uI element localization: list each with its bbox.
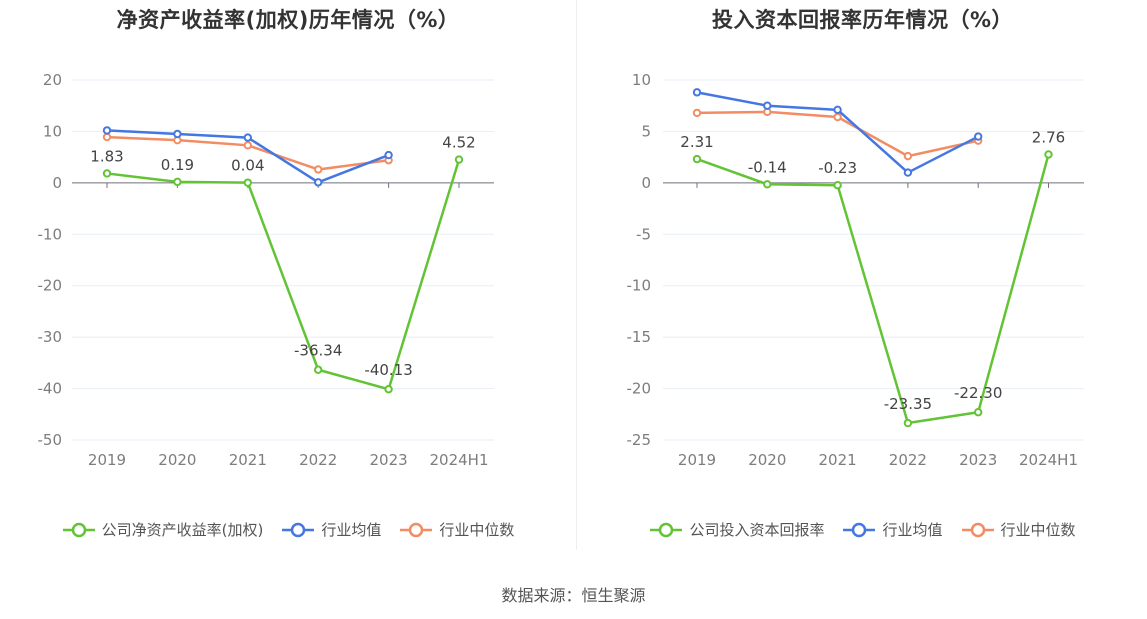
data-label: 0.04 bbox=[231, 157, 264, 175]
legend-swatch-icon bbox=[62, 522, 95, 537]
x-tick-label: 2021 bbox=[819, 451, 857, 469]
data-point[interactable] bbox=[833, 112, 842, 122]
data-point[interactable] bbox=[173, 129, 182, 139]
data-point[interactable] bbox=[173, 177, 182, 187]
data-label: 2.31 bbox=[680, 133, 713, 151]
data-label: -0.23 bbox=[818, 159, 857, 177]
legend-label: 行业中位数 bbox=[1000, 521, 1076, 539]
data-label: 0.19 bbox=[161, 156, 194, 174]
legend-swatch-icon bbox=[961, 522, 994, 537]
data-point[interactable] bbox=[903, 151, 913, 161]
x-tick-label: 2020 bbox=[748, 451, 786, 469]
data-source-footer: 数据来源：恒生聚源 bbox=[501, 586, 646, 605]
data-point[interactable] bbox=[243, 133, 253, 142]
y-tick-label: 10 bbox=[632, 71, 651, 89]
data-point[interactable] bbox=[1044, 150, 1053, 159]
y-tick-label: 5 bbox=[641, 122, 651, 140]
y-tick-label: -30 bbox=[38, 328, 63, 346]
data-label: 4.52 bbox=[442, 134, 475, 152]
data-label: -36.34 bbox=[294, 342, 342, 360]
y-tick-label: -50 bbox=[38, 431, 63, 449]
legend-swatch-icon bbox=[282, 522, 315, 537]
data-point[interactable] bbox=[314, 365, 323, 374]
data-point[interactable] bbox=[314, 165, 323, 174]
data-point[interactable] bbox=[692, 108, 702, 118]
y-tick-label: 20 bbox=[43, 71, 62, 89]
series-line bbox=[106, 159, 461, 391]
y-tick-label: 0 bbox=[52, 174, 62, 192]
data-point[interactable] bbox=[692, 88, 702, 97]
y-tick-label: -10 bbox=[38, 225, 63, 243]
data-point[interactable] bbox=[102, 132, 112, 142]
data-label: -40.13 bbox=[364, 361, 412, 379]
legend-label: 公司净资产收益率(加权) bbox=[101, 521, 264, 539]
legend-swatch-icon bbox=[400, 522, 433, 537]
roe-chart-panel: 净资产收益率(加权)历年情况（%） 20 10 0 -10 -20 -30 -40 -50 20… bbox=[0, 0, 576, 560]
legend-label: 行业中位数 bbox=[439, 521, 515, 539]
legend-label: 行业均值 bbox=[321, 521, 382, 539]
series-line bbox=[696, 154, 1050, 425]
legend-item[interactable]: 行业均值 bbox=[281, 519, 381, 540]
roe-line-chart: 20 10 0 -10 -20 -30 -40 -50 2019 2020 2021 2022 2023… bbox=[38, 71, 494, 469]
data-point[interactable] bbox=[903, 168, 913, 177]
data-point[interactable] bbox=[692, 154, 702, 164]
data-label: -23.35 bbox=[884, 395, 932, 413]
chart-legend: 公司净资产收益率(加权) 行业均值 行业中位数 bbox=[0, 519, 576, 540]
x-tick-label: 2022 bbox=[889, 451, 927, 469]
chart-legend: 公司投入资本回报率 行业均值 行业中位数 bbox=[578, 519, 1147, 540]
y-tick-label: -15 bbox=[627, 328, 652, 346]
roic-line-chart: 10 5 0 -5 -10 -15 -20 -25 2019 2020 2021 2022 2023 20… bbox=[627, 71, 1084, 469]
legend-label: 公司投入资本回报率 bbox=[689, 521, 825, 539]
data-point[interactable] bbox=[974, 408, 983, 417]
panel-divider bbox=[576, 0, 577, 550]
y-tick-label: -20 bbox=[627, 380, 652, 398]
x-tick-label: 2023 bbox=[370, 451, 408, 469]
legend-item[interactable]: 公司净资产收益率(加权) bbox=[62, 519, 264, 540]
chart-title: 投入资本回报率历年情况（%） bbox=[711, 8, 1014, 32]
y-tick-label: -20 bbox=[38, 277, 63, 295]
data-point[interactable] bbox=[384, 385, 393, 394]
data-point[interactable] bbox=[454, 155, 464, 164]
data-point[interactable] bbox=[243, 141, 253, 150]
data-point[interactable] bbox=[833, 181, 842, 190]
data-label: -0.14 bbox=[748, 158, 787, 176]
legend-item[interactable]: 行业均值 bbox=[842, 519, 943, 540]
x-tick-label: 2022 bbox=[299, 451, 337, 469]
data-label: 2.76 bbox=[1032, 128, 1065, 146]
y-tick-label: -10 bbox=[627, 277, 652, 295]
y-tick-label: 0 bbox=[641, 174, 651, 192]
data-point[interactable] bbox=[974, 132, 983, 141]
data-point[interactable] bbox=[763, 180, 772, 189]
legend-item[interactable]: 行业中位数 bbox=[399, 519, 514, 540]
y-tick-label: -5 bbox=[636, 225, 651, 243]
x-tick-label: 2020 bbox=[158, 451, 196, 469]
data-point[interactable] bbox=[102, 126, 112, 135]
legend-item[interactable]: 行业中位数 bbox=[961, 519, 1076, 540]
y-tick-label: 10 bbox=[43, 122, 62, 140]
legend-swatch-icon bbox=[843, 522, 876, 537]
data-label: -22.30 bbox=[954, 384, 1002, 402]
x-tick-label: 2024H1 bbox=[430, 451, 489, 469]
data-point[interactable] bbox=[384, 150, 393, 160]
roic-chart-panel: 投入资本回报率历年情况（%） 10 5 0 -5 -10 -15 -20 -25 2019 202… bbox=[578, 0, 1147, 560]
legend-swatch-icon bbox=[650, 522, 683, 537]
data-label: 1.83 bbox=[90, 147, 123, 165]
y-tick-label: -40 bbox=[38, 380, 63, 398]
x-tick-label: 2019 bbox=[88, 451, 126, 469]
data-point[interactable] bbox=[243, 178, 253, 187]
x-tick-label: 2023 bbox=[959, 451, 997, 469]
legend-item[interactable]: 公司投入资本回报率 bbox=[649, 519, 824, 540]
x-tick-label: 2019 bbox=[678, 451, 716, 469]
x-tick-label: 2021 bbox=[229, 451, 267, 469]
data-point[interactable] bbox=[314, 178, 323, 187]
y-tick-label: -25 bbox=[627, 431, 652, 449]
data-point[interactable] bbox=[102, 169, 112, 178]
x-tick-label: 2024H1 bbox=[1019, 451, 1078, 469]
chart-title: 净资产收益率(加权)历年情况（%） bbox=[116, 8, 460, 32]
data-point[interactable] bbox=[903, 418, 913, 428]
data-point[interactable] bbox=[763, 101, 772, 110]
data-point[interactable] bbox=[833, 105, 842, 115]
legend-label: 行业均值 bbox=[882, 521, 943, 539]
